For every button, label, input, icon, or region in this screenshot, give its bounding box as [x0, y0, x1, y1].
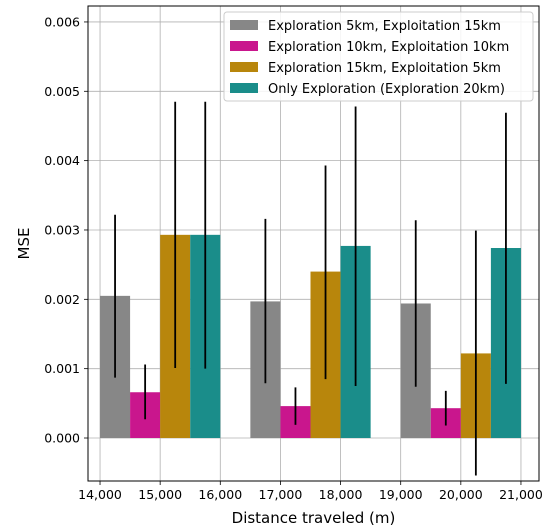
x-tick-label: 15,000 — [138, 487, 182, 502]
legend-label: Only Exploration (Exploration 20km) — [268, 82, 505, 97]
legend-label: Exploration 5km, Exploitation 15km — [268, 19, 501, 34]
y-tick-label: 0.004 — [44, 153, 80, 168]
legend-box — [223, 11, 534, 102]
x-tick-label: 14,000 — [78, 487, 122, 502]
legend-swatch — [230, 62, 258, 72]
y-tick-label: 0.002 — [44, 292, 80, 307]
legend-swatch — [230, 83, 258, 93]
x-tick-label: 21,000 — [499, 487, 543, 502]
y-tick-label: 0.006 — [44, 14, 80, 29]
legend-label: Exploration 10km, Exploitation 10km — [268, 40, 509, 55]
y-tick-label: 0.005 — [44, 84, 80, 99]
legend-swatch — [230, 20, 258, 30]
x-tick-label: 20,000 — [439, 487, 483, 502]
x-tick-label: 18,000 — [319, 487, 363, 502]
legend-swatch — [230, 41, 258, 51]
x-tick-label: 19,000 — [379, 487, 423, 502]
y-tick-label: 0.000 — [44, 431, 80, 446]
plot-area-frame — [87, 5, 540, 482]
bars — [100, 234, 521, 439]
y-tick-label: 0.001 — [44, 361, 80, 376]
legend-label: Exploration 15km, Exploitation 5km — [268, 61, 501, 76]
x-tick-label: 16,000 — [198, 487, 242, 502]
y-axis-title: MSE — [15, 228, 33, 260]
y-tick-label: 0.003 — [44, 222, 80, 237]
legend: Exploration 5km, Exploitation 15km Explor… — [223, 11, 534, 102]
x-axis-title: Distance traveled (m) — [232, 509, 396, 527]
error-bars — [114, 101, 507, 476]
axis-ticks: 14,000 15,000 16,000 17,000 18,000 19,000 20,0… — [44, 14, 543, 502]
x-tick-label: 17,000 — [259, 487, 303, 502]
